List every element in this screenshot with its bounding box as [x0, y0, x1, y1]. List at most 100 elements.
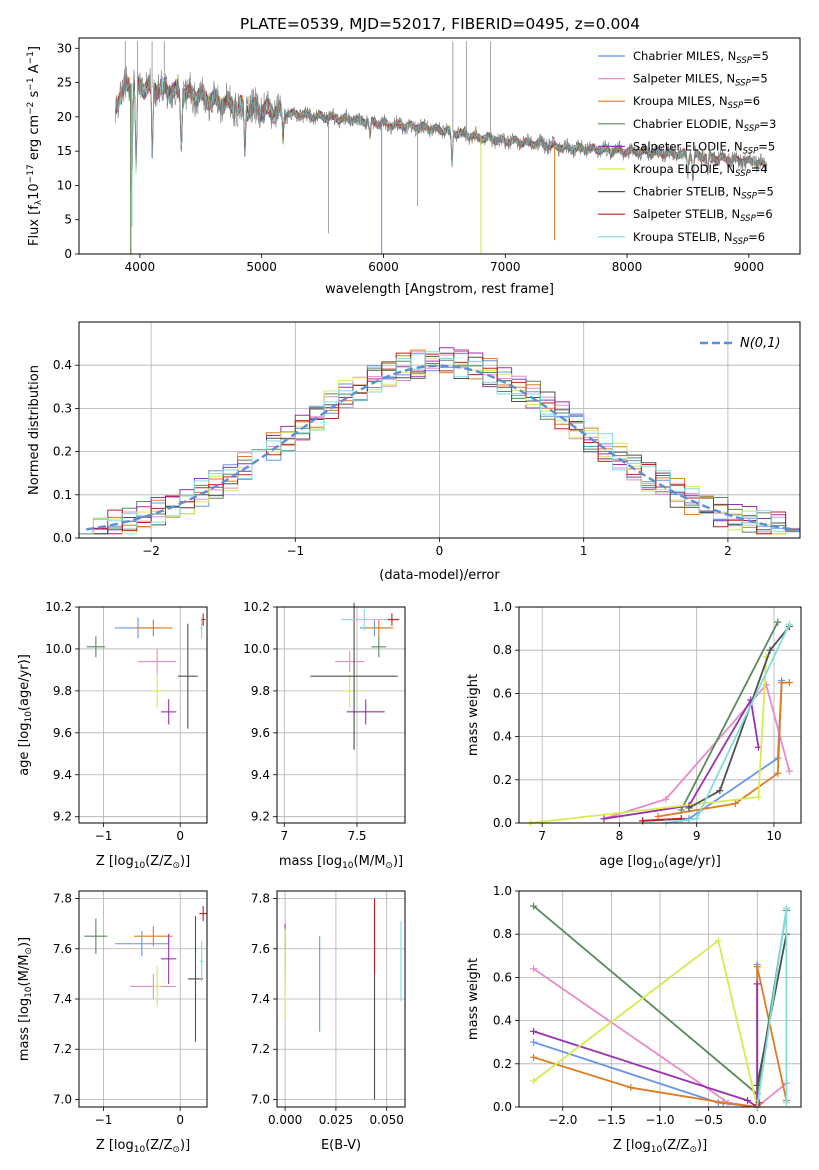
error-bars	[86, 613, 206, 729]
label-part: 10	[134, 861, 146, 871]
label-part: 10	[24, 711, 34, 723]
x-axis-label: E(B-V)	[321, 1138, 361, 1153]
y-axis-label: mass [log10(M/M⊙)]	[17, 937, 34, 1061]
grid-lines	[79, 891, 207, 1107]
error-bar-point	[161, 933, 177, 984]
y-tick-label: 7.4	[53, 992, 72, 1006]
label-part: )]	[17, 937, 32, 947]
y-tick-label: 0.0	[493, 1100, 512, 1114]
legend-suffix: =4	[751, 162, 768, 176]
grid-lines	[79, 606, 207, 823]
error-bar-point	[153, 966, 162, 1007]
legend-name: Salpeter MILES, N	[633, 72, 735, 86]
y-axis-label: Normed distribution	[27, 365, 42, 495]
residuals-panel: −2 −1 0 1 2 0.0 0.1 0.2 0.3 0.4 (data-model)/error…	[27, 321, 801, 583]
spectrum-panel: 4000 5000 6000 7000 8000 9000 0 5 10 15 20 25 30 wave…	[26, 37, 801, 297]
label-part: Z [log	[96, 854, 134, 869]
y-tick-label: 9.2	[251, 810, 270, 824]
x-tick-label: 0.025	[319, 1113, 353, 1127]
error-bar-point	[342, 674, 357, 708]
error-bar-point	[346, 699, 385, 725]
label-part: Z [log	[613, 1138, 651, 1153]
legend-suffix: =5	[757, 185, 774, 199]
label-part: erg cm	[27, 115, 42, 164]
y-tick-label: 5	[64, 213, 72, 227]
legend-suffix: =5	[751, 72, 768, 86]
weight-point-marker	[785, 679, 793, 687]
grid-lines	[277, 891, 405, 1107]
axes-frame	[276, 606, 406, 824]
x-tick-label: 6000	[368, 260, 399, 274]
y-tick-label: 0.8	[493, 927, 512, 941]
weight-series-line	[530, 656, 768, 824]
label-part: 10	[651, 1145, 663, 1155]
weight-series-line	[603, 697, 760, 820]
label-part: −1	[26, 77, 36, 90]
weight-lines	[527, 618, 793, 827]
y-tick-label: 7.4	[251, 992, 270, 1006]
y-tick-label: 7.8	[251, 892, 270, 906]
x-tick-label: 8	[616, 829, 624, 843]
x-tick-label: 0	[176, 829, 184, 843]
weight-point-marker	[600, 815, 608, 823]
legend-sub: SSP	[744, 124, 760, 134]
y-tick-label: 9.4	[53, 768, 72, 782]
weight-point-marker	[530, 965, 538, 973]
y-tick-label: 7.6	[251, 942, 270, 956]
weight-point-marker	[627, 1084, 635, 1092]
x-tick-label: 7.5	[347, 829, 366, 843]
legend-sub: SSP	[735, 169, 751, 179]
y-axis-label: Flux [fλ10−17 erg cm−2 s−1 A−1]	[26, 46, 44, 246]
label-part: A	[27, 64, 42, 77]
weight-vs-metallicity-panel: −2.0 −1.5 −1.0 −0.5 0.0 0.0 0.2 0.4 0.6 0.8 1.0 Z […	[466, 884, 802, 1155]
error-bar-point	[177, 623, 198, 729]
weight-point-marker	[778, 679, 786, 687]
legend-suffix: =6	[748, 230, 765, 244]
error-bar-point	[310, 602, 398, 750]
weight-series-line	[533, 983, 759, 1109]
x-tick-label: 1	[580, 544, 588, 558]
legend-label: Kroupa STELIB, NSSP=6	[633, 230, 765, 247]
y-tick-label: 0.2	[493, 773, 512, 787]
error-bars	[284, 898, 402, 1100]
error-bar-point	[115, 931, 169, 957]
label-part: λ	[34, 199, 44, 205]
legend-suffix: =3	[759, 117, 776, 131]
weight-series-line	[680, 621, 779, 811]
x-tick-label: 8000	[612, 260, 643, 274]
y-tick-label: 30	[57, 41, 72, 55]
legend-label: Chabrier ELODIE, NSSP=3	[633, 117, 776, 134]
x-tick-label: −2.0	[548, 1113, 577, 1127]
x-tick-label: −2	[142, 544, 160, 558]
legend-name: Kroupa ELODIE, N	[633, 162, 735, 176]
label-part: (age/yr)]	[664, 854, 721, 869]
label-part: )]	[393, 854, 403, 869]
y-tick-label: 7.2	[251, 1042, 270, 1056]
x-tick-label: 10	[766, 829, 781, 843]
weight-series-line	[657, 681, 790, 818]
weight-point-marker	[782, 1099, 790, 1107]
weight-point-marker	[662, 795, 670, 803]
error-bar-point	[187, 916, 204, 1042]
axes-frame	[78, 37, 801, 255]
legend-suffix: =5	[752, 49, 769, 63]
age-vs-mass-panel: 7 7.5 9.2 9.4 9.6 9.8 10.0 10.2 mass [log10(M/M⊙…	[243, 600, 406, 871]
x-tick-label: 0	[176, 1113, 184, 1127]
y-tick-label: 0.6	[493, 970, 512, 984]
spectrum-plot	[115, 41, 768, 254]
x-tick-label: −1.0	[645, 1113, 674, 1127]
legend-label: Salpeter MILES, NSSP=5	[633, 72, 768, 89]
x-tick-label: −1	[95, 1113, 113, 1127]
x-tick-label: −1	[286, 544, 304, 558]
label-part: )]	[697, 1138, 707, 1153]
y-tick-label: 0.1	[53, 488, 72, 502]
error-bar-point	[138, 648, 177, 675]
weight-point-marker	[766, 646, 774, 654]
legend-sub: SSP	[736, 56, 752, 66]
error-bar-point	[371, 636, 387, 658]
x-tick-label: 9000	[734, 260, 765, 274]
weight-point-marker	[716, 787, 724, 795]
